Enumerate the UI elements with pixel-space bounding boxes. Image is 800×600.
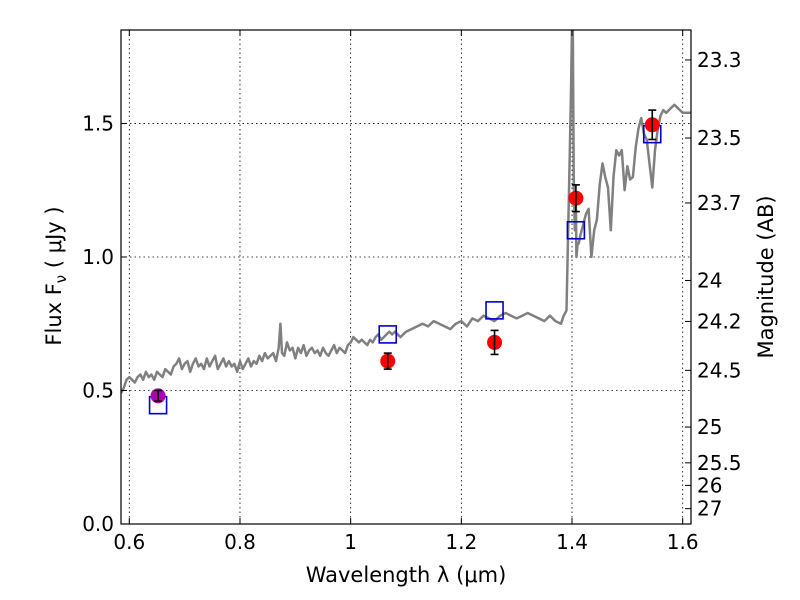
magnitude-axis-title: Magnitude (AB) <box>754 195 778 358</box>
magnitude-tick-label: 24.2 <box>697 309 742 333</box>
magnitude-tick-label: 26 <box>697 473 722 497</box>
y-axis-title: Flux Fν ( μJy ) <box>42 206 70 345</box>
plot-frame <box>120 29 692 525</box>
model-photometry-square <box>485 301 504 320</box>
model-photometry-square <box>378 325 398 344</box>
y-axis-title-main: Flux F <box>42 283 66 345</box>
grid-lines <box>121 30 691 525</box>
y-tick-label: 0.5 <box>82 378 114 402</box>
model-photometry-square <box>566 220 586 240</box>
magnitude-tick-label: 27 <box>697 497 722 521</box>
model-photometry-layer <box>148 124 662 415</box>
y-tick-label: 1.0 <box>82 245 114 269</box>
observed-photometry-layer <box>150 109 660 404</box>
x-axis-ticks: 0.6 0.8 1 1.2 1.4 1.6 <box>113 30 699 554</box>
x-tick-label: 1 <box>344 530 357 554</box>
magnitude-tick-label: 23.7 <box>697 191 742 215</box>
y-tick-label: 0.0 <box>82 512 114 536</box>
x-tick-label: 0.8 <box>224 530 256 554</box>
magnitude-tick-label: 23.3 <box>697 48 742 72</box>
y-axis-ticks: 0.0 0.5 1.0 1.5 <box>82 111 127 536</box>
x-tick-label: 1.4 <box>556 530 588 554</box>
x-axis-title: Wavelength λ (μm) <box>306 563 507 587</box>
magnitude-tick-label: 25.5 <box>697 451 742 475</box>
y-tick-label: 1.5 <box>82 111 114 135</box>
magnitude-tick-label: 23.5 <box>697 126 742 150</box>
x-tick-label: 1.2 <box>445 530 477 554</box>
magnitude-tick-label: 25 <box>697 415 722 439</box>
y-axis-title-units: ( μJy ) <box>42 206 66 274</box>
y-axis-title-subscript: ν <box>52 275 70 283</box>
x-tick-label: 0.6 <box>113 530 145 554</box>
x-tick-label: 1.6 <box>667 530 699 554</box>
model-spectrum-line <box>121 30 691 394</box>
model-spectrum-layer <box>121 30 691 394</box>
magnitude-tick-label: 24 <box>697 268 722 292</box>
magnitude-tick-label: 24.5 <box>697 358 742 382</box>
